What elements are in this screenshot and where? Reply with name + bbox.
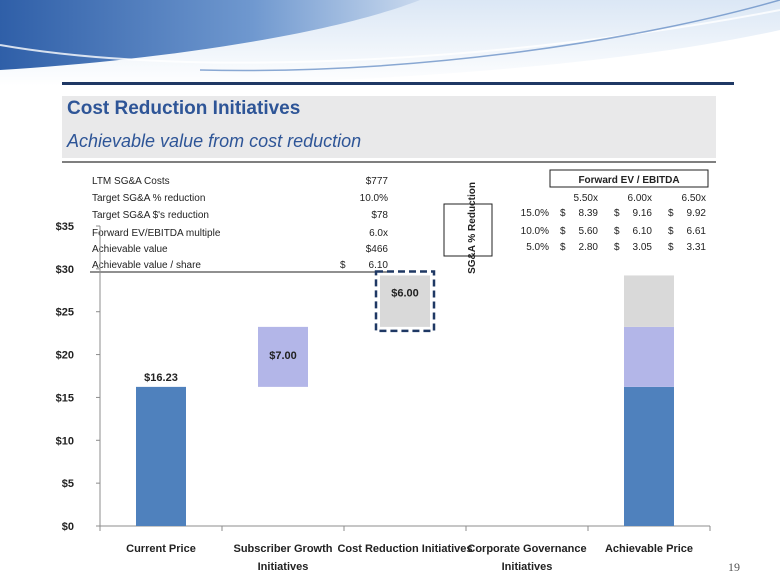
y-tick-label: $0 <box>62 521 74 533</box>
sensitivity-header-box <box>549 169 709 188</box>
chart-bars: $16.23 $7.00 $6.00 <box>136 270 674 526</box>
y-tick-label: $25 <box>56 307 74 319</box>
y-tick-label: $5 <box>62 478 74 490</box>
total-bar-segment <box>624 326 674 387</box>
y-tick-label: $35 <box>56 221 74 233</box>
y-axis: $0 $5 $10 $15 $20 $25 $30 $35 <box>56 221 711 533</box>
sensitivity-currency: $ <box>560 208 566 219</box>
sensitivity-currency: $ <box>668 226 674 237</box>
x-tick-label: Current Price <box>126 543 196 555</box>
title-band <box>62 96 716 158</box>
slide-subtitle: Achievable value from cost reduction <box>67 131 362 151</box>
bar <box>380 275 430 327</box>
assumptions-table: LTM SG&A Costs $777 Target SG&A % reduct… <box>90 176 392 273</box>
sensitivity-cell: 3.05 <box>633 242 653 253</box>
sensitivity-cell: 3.31 <box>687 242 707 253</box>
y-tick-label: $10 <box>56 435 74 447</box>
data-label: $6.00 <box>391 287 419 299</box>
sensitivity-cell: 6.61 <box>687 226 707 237</box>
sensitivity-rows: 15.0% $8.39 $9.16 $9.92 10.0% $5.60 $6.10 $6.61… <box>521 208 707 253</box>
assumption-label: Forward EV/EBITDA multiple <box>92 228 221 239</box>
x-axis: Current Price Subscriber Growth Initiative… <box>126 543 693 573</box>
sensitivity-row-header: SG&A % Reduction <box>467 182 478 274</box>
page-number: 19 <box>728 560 740 574</box>
sensitivity-row-pct: 15.0% <box>521 208 549 219</box>
data-label: $16.23 <box>144 372 178 384</box>
sensitivity-cell: 6.10 <box>633 226 653 237</box>
assumption-value: 10.0% <box>360 193 388 204</box>
y-tick-label: $30 <box>56 264 74 276</box>
assumption-currency: $ <box>340 260 346 271</box>
sensitivity-currency: $ <box>668 242 674 253</box>
sensitivity-currency: $ <box>560 242 566 253</box>
title-divider <box>62 161 716 163</box>
assumption-label: Achievable value <box>92 244 168 255</box>
sensitivity-currency: $ <box>668 208 674 219</box>
sensitivity-currency: $ <box>614 226 620 237</box>
sensitivity-cell: 5.60 <box>579 226 599 237</box>
sensitivity-col: 6.50x <box>682 193 706 204</box>
y-tick-label: $20 <box>56 350 74 362</box>
assumption-value: 6.0x <box>369 228 388 239</box>
sensitivity-currency: $ <box>614 208 620 219</box>
sensitivity-cell: 9.16 <box>633 208 653 219</box>
total-bar-segment <box>624 275 674 327</box>
bar-highlight-outline <box>374 270 436 333</box>
assumption-label: Target SG&A % reduction <box>92 193 205 204</box>
assumption-value: $777 <box>366 176 389 187</box>
total-bar-segment <box>624 386 674 526</box>
y-tick-label: $15 <box>56 392 74 404</box>
sensitivity-currency: $ <box>560 226 566 237</box>
sensitivity-cell: 8.39 <box>579 208 599 219</box>
sensitivity-row-pct: 5.0% <box>526 242 549 253</box>
assumption-label: Achievable value / share <box>92 260 201 271</box>
sensitivity-table: Forward EV / EBITDA 5.50x 6.00x 6.50x SG… <box>443 169 709 274</box>
sensitivity-col: 5.50x <box>574 193 598 204</box>
data-label: $7.00 <box>269 350 297 362</box>
sensitivity-row-pct: 10.0% <box>521 226 549 237</box>
sensitivity-row-header-box <box>443 203 493 257</box>
x-tick-label: Subscriber Growth <box>233 543 332 555</box>
assumption-label: LTM SG&A Costs <box>92 176 170 187</box>
header-swoosh-art <box>0 0 780 100</box>
sensitivity-cell: 9.92 <box>687 208 707 219</box>
assumption-value: $466 <box>366 244 389 255</box>
x-tick-label: Cost Reduction Initiatives <box>337 543 472 555</box>
assumption-value: 6.10 <box>369 260 389 271</box>
x-tick-label: Initiatives <box>502 561 553 573</box>
x-tick-label: Achievable Price <box>605 543 693 555</box>
assumption-value: $78 <box>371 210 388 221</box>
bar <box>136 386 186 526</box>
bar <box>258 326 308 387</box>
sensitivity-currency: $ <box>614 242 620 253</box>
slide-title: Cost Reduction Initiatives <box>67 98 301 119</box>
x-tick-label: Corporate Governance <box>467 543 586 555</box>
assumption-label: Target SG&A $'s reduction <box>92 210 209 221</box>
sensitivity-col: 6.00x <box>628 193 652 204</box>
sensitivity-cell: 2.80 <box>579 242 599 253</box>
sensitivity-col-header: Forward EV / EBITDA <box>578 175 679 186</box>
x-tick-label: Initiatives <box>258 561 309 573</box>
